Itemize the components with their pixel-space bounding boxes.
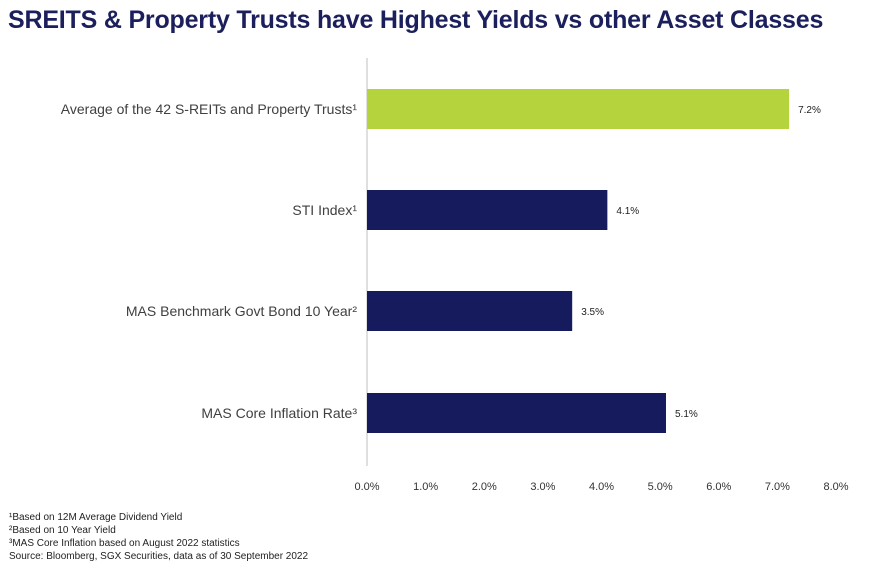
x-tick-label-4: 4.0% [589, 481, 614, 493]
data-label-4: 5.1% [675, 409, 698, 420]
bar-2 [367, 190, 608, 230]
x-tick-label-7: 7.0% [765, 481, 790, 493]
footnote-1: ¹Based on 12M Average Dividend Yield [9, 512, 183, 523]
x-tick-label-0: 0.0% [354, 481, 379, 493]
footnotes: ¹Based on 12M Average Dividend Yield ²Ba… [9, 511, 308, 563]
category-label-4: MAS Core Inflation Rate³ [201, 405, 357, 421]
footnote-3: ³MAS Core Inflation based on August 2022… [9, 538, 240, 549]
category-label-2: STI Index¹ [292, 202, 357, 218]
x-tick-label-1: 1.0% [413, 481, 438, 493]
x-tick-label-8: 8.0% [823, 481, 848, 493]
category-label-1: Average of the 42 S-REITs and Property T… [61, 101, 358, 117]
footnote-2: ²Based on 10 Year Yield [9, 525, 116, 536]
footnote-source: Source: Bloomberg, SGX Securities, data … [9, 551, 309, 562]
data-label-1: 7.2% [798, 105, 821, 116]
x-tick-label-2: 2.0% [472, 481, 497, 493]
bar-4 [367, 393, 666, 433]
bar-3 [367, 291, 573, 331]
data-label-2: 4.1% [616, 206, 639, 217]
x-tick-label-3: 3.0% [530, 481, 555, 493]
x-tick-label-5: 5.0% [648, 481, 673, 493]
data-label-3: 3.5% [581, 307, 604, 318]
category-label-3: MAS Benchmark Govt Bond 10 Year² [126, 303, 357, 319]
bar-1 [367, 89, 790, 129]
x-tick-label-6: 6.0% [706, 481, 731, 493]
page-title: SREITS & Property Trusts have Highest Yi… [8, 6, 824, 34]
